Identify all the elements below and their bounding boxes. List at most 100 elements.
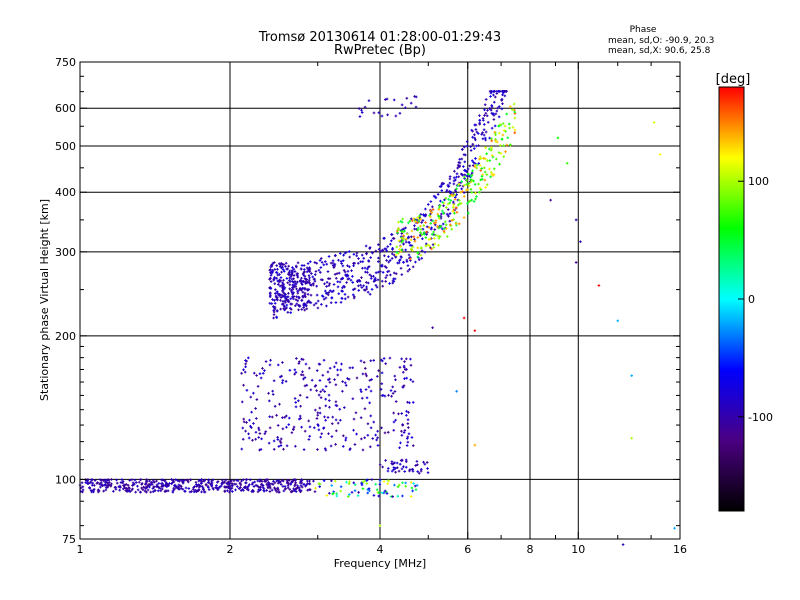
data-point [276,488,280,492]
data-point [454,178,457,182]
data-point [332,266,336,269]
data-point [411,265,415,269]
data-point [160,478,164,482]
data-point [329,261,333,265]
data-point [362,284,365,288]
data-point [254,437,257,441]
data-point [503,94,507,98]
data-point [290,431,294,434]
data-point [131,483,135,487]
data-point [344,297,347,301]
data-point [276,436,279,439]
data-point [338,252,342,255]
data-point [368,379,372,382]
data-point [285,414,288,418]
data-point [448,181,452,185]
data-point [392,280,396,283]
data-point [221,481,225,485]
data-point [389,273,392,277]
data-point [326,416,330,419]
data-point [266,484,270,488]
data-point [360,437,363,441]
data-point [348,480,351,484]
data-point [184,486,188,490]
data-point [198,485,202,488]
data-point [104,481,107,484]
data-point [393,483,396,487]
data-point [391,281,394,285]
data-point [309,293,313,297]
data-point [452,200,455,204]
data-point [187,480,190,484]
data-point [471,159,474,163]
data-point [260,480,264,483]
data-point [440,189,444,192]
data-point [483,103,487,106]
data-point [361,266,364,270]
data-point [321,373,325,377]
data-point [276,291,279,295]
data-point [302,483,306,486]
data-point [200,485,204,488]
data-point [110,482,113,486]
data-point [257,426,260,430]
data-point [171,490,175,494]
data-point [254,407,257,410]
data-point [323,415,326,419]
data-point [448,212,452,215]
data-point [308,278,311,282]
data-point [98,482,101,486]
data-point [211,478,215,482]
data-point [407,411,410,414]
data-point [338,407,342,411]
data-point [394,470,397,474]
data-point [322,479,326,482]
data-point [318,379,322,382]
data-point [303,376,307,379]
data-point [402,227,406,231]
data-point [387,260,391,264]
data-point [327,255,331,258]
data-point [287,479,291,482]
data-point [279,276,283,279]
data-point [247,488,250,492]
data-point [385,249,388,253]
data-point [315,261,319,265]
data-point [246,486,249,490]
data-point [423,462,427,466]
data-point [406,400,409,404]
data-point [489,95,492,98]
data-point [405,414,408,417]
data-point [412,482,415,485]
data-point [328,491,331,495]
data-point [410,244,414,247]
data-point [378,270,382,273]
data-point [410,436,414,439]
data-point [285,481,289,485]
data-point [207,478,210,482]
data-point [303,308,306,312]
data-point [335,272,339,275]
data-point [241,426,245,430]
data-point [401,423,404,426]
data-point [291,490,294,493]
data-point [272,447,276,451]
data-point [255,374,258,377]
data-point [458,158,462,161]
data-point [314,408,317,412]
data-point [345,281,348,284]
data-point [495,92,499,95]
data-point [357,491,360,494]
data-point [307,438,311,441]
data-point [197,488,200,492]
data-point [177,487,181,491]
data-point [252,391,255,395]
data-point [216,480,220,483]
data-point [484,111,488,115]
data-point [465,140,469,143]
data-point [328,405,331,409]
data-point [492,112,495,116]
data-point [346,264,349,268]
data-point [432,194,436,198]
data-point [455,172,459,176]
